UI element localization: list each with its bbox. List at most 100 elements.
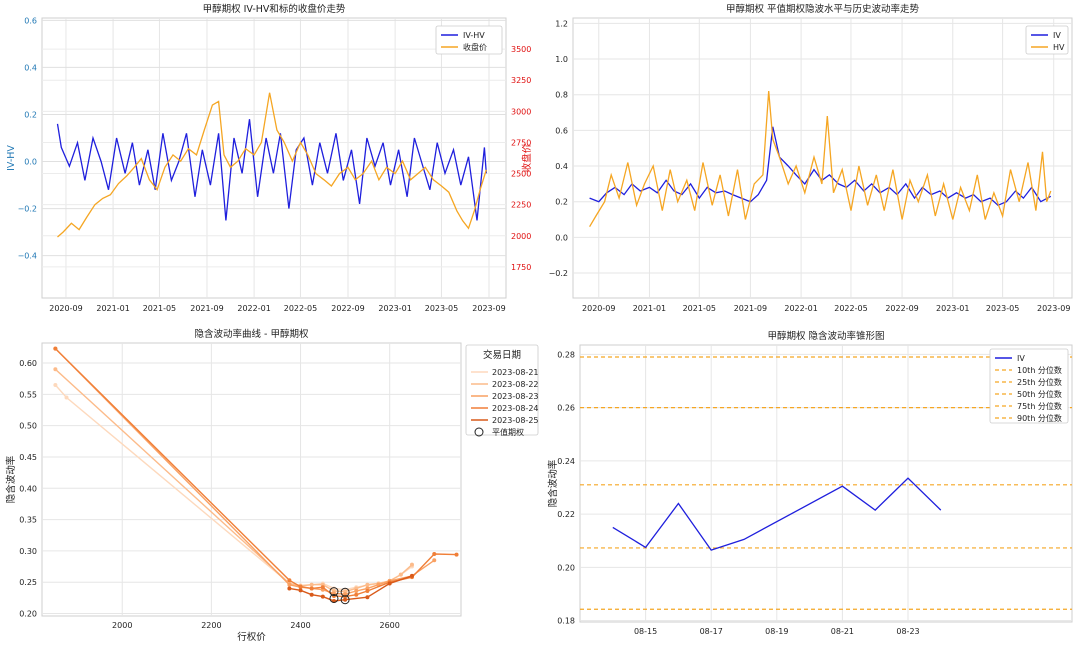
legend-box <box>989 348 1069 424</box>
x-tick-label: 2023-01 <box>378 304 411 313</box>
y-tick-label: 0.6 <box>24 16 37 25</box>
smile-point <box>309 586 314 591</box>
y-tick-label: 0.22 <box>557 510 575 519</box>
y-tick-label: 0.8 <box>555 91 568 100</box>
volatility-smile-chart: 2000 2200 2400 2600 0.20 0.25 0.30 0.35 0.40 0.45… <box>5 328 539 643</box>
x-tick-label: 2022-05 <box>834 304 867 313</box>
y-tick-label: −0.2 <box>549 269 568 278</box>
smile-point <box>298 584 303 589</box>
iv-hv-price-chart: 2020-09 2021-01 2021-05 2021-09 2022-01 2022-… <box>6 3 533 313</box>
series-line-close-price <box>57 92 487 238</box>
smile-point <box>409 573 414 578</box>
smile-point <box>53 346 58 351</box>
smile-point <box>387 581 392 586</box>
smile-point <box>454 552 459 557</box>
legend-atm-marker <box>474 427 484 437</box>
legend-label: 2023-08-21 <box>492 368 539 377</box>
y-tick-label: 0.2 <box>555 198 568 207</box>
volatility-cone-chart: 08-15 08-17 08-19 08-21 08-23 0.18 0.20 0.22 0.2… <box>547 330 1073 636</box>
x-tick-label: 2021-05 <box>683 304 716 313</box>
x-tick-label: 2021-01 <box>96 304 129 313</box>
x-tick-label: 2023-09 <box>1037 304 1070 313</box>
smile-point <box>398 572 403 577</box>
y-tick-label: 0.40 <box>19 484 37 493</box>
legend-label: 75th 分位数 <box>1017 401 1062 411</box>
y-tick-label: 0.6 <box>555 126 568 135</box>
x-tick-label: 2021-09 <box>734 304 767 313</box>
chart-title: 隐含波动率曲线 - 甲醇期权 <box>195 328 309 340</box>
smile-point <box>354 588 359 593</box>
atm-marker <box>340 595 350 605</box>
y-axis-label: 隐含波动率 <box>5 455 17 503</box>
y2-tick-label: 3500 <box>511 45 531 54</box>
y-tick-label: 0.50 <box>19 422 37 431</box>
y-tick-label: 0.0 <box>555 233 568 242</box>
y-tick-label: −0.2 <box>18 205 37 214</box>
smile-point <box>432 552 437 557</box>
legend-label: IV <box>1017 354 1025 363</box>
y-tick-label: 0.4 <box>24 63 37 72</box>
legend-label: 10th 分位数 <box>1017 365 1062 375</box>
legend-label: 2023-08-24 <box>492 404 539 413</box>
x-tick-label: 2023-05 <box>986 304 1019 313</box>
smile-point <box>298 588 303 593</box>
smile-point <box>309 582 314 587</box>
y-tick-label: 0.24 <box>557 457 575 466</box>
legend-box <box>465 344 539 436</box>
x-tick-label: 08-21 <box>831 627 854 636</box>
x-tick-label: 2022-09 <box>331 304 364 313</box>
legend-label: 收盘价 <box>463 42 487 52</box>
x-tick-label: 2023-01 <box>936 304 969 313</box>
smile-point <box>354 592 359 597</box>
smile-point <box>320 585 325 590</box>
smile-point <box>64 395 69 400</box>
x-tick-label: 2020-09 <box>582 304 615 313</box>
smile-point <box>53 382 58 387</box>
y-tick-label: 0.60 <box>19 359 37 368</box>
x-tick-label: 2022-01 <box>784 304 817 313</box>
y2-tick-label: 2750 <box>511 138 531 147</box>
x-tick-label: 08-19 <box>765 627 788 636</box>
y-tick-label: 0.25 <box>19 578 37 587</box>
legend-label: 2023-08-22 <box>492 380 539 389</box>
legend-label: 25th 分位数 <box>1017 377 1062 387</box>
plot-frame <box>41 342 462 617</box>
y-tick-label: 0.20 <box>19 609 37 618</box>
x-tick-label: 2021-05 <box>143 304 176 313</box>
y-axis-label: 隐含波动率 <box>547 459 559 507</box>
smile-point <box>343 597 348 602</box>
y-tick-label: 0.30 <box>19 547 37 556</box>
legend-label: 50th 分位数 <box>1017 389 1062 399</box>
x-tick-label: 2021-09 <box>190 304 223 313</box>
y-tick-label: −0.4 <box>18 252 37 261</box>
smile-point <box>365 588 370 593</box>
x-tick-label: 08-17 <box>700 627 723 636</box>
atm-marker <box>329 587 339 597</box>
y2-axis-label: 收盘价 <box>521 143 533 172</box>
smile-point <box>287 578 292 583</box>
x-tick-label: 2000 <box>112 621 132 630</box>
x-tick-label: 2023-09 <box>472 304 505 313</box>
legend-label: 2023-08-23 <box>492 392 539 401</box>
chart-title: 甲醇期权 IV-HV和标的收盘价走势 <box>203 3 346 15</box>
legend-label: HV <box>1053 43 1065 52</box>
y2-tick-label: 2500 <box>511 170 531 179</box>
x-tick-label: 2600 <box>380 621 400 630</box>
x-tick-label: 2022-09 <box>885 304 918 313</box>
y-tick-label: 1.2 <box>555 19 568 28</box>
y-axis-label: IV-HV <box>6 145 17 171</box>
smile-point <box>53 367 58 372</box>
legend-label: IV <box>1053 31 1061 40</box>
y-tick-label: 0.2 <box>24 110 37 119</box>
plot-frame <box>41 17 507 299</box>
legend-title: 交易日期 <box>483 349 521 361</box>
smile-point <box>287 582 292 587</box>
smile-point <box>409 562 414 567</box>
y2-tick-label: 2250 <box>511 201 531 210</box>
y2-tick-label: 3000 <box>511 107 531 116</box>
x-tick-label: 2400 <box>290 621 310 630</box>
x-tick-label: 2200 <box>201 621 221 630</box>
x-tick-label: 2022-01 <box>237 304 270 313</box>
chart-title: 甲醇期权 平值期权隐波水平与历史波动率走势 <box>726 3 920 15</box>
iv-hv-trend-chart: 2020-09 2021-01 2021-05 2021-09 2022-01 2022-… <box>549 3 1073 313</box>
